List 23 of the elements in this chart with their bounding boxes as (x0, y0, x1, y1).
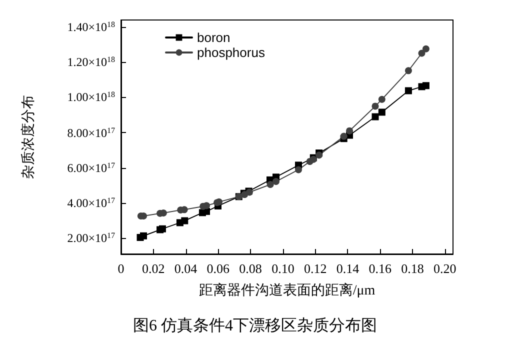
y-tick-label: 1.00×10$^{18}$ (67, 90, 115, 104)
text: 图6 仿真条件4下漂移区杂质分布图 (133, 316, 377, 334)
x-tick-label: 0.18 (401, 261, 424, 276)
x-axis-title: 距离器件沟道表面的距离/μm (198, 282, 376, 298)
legend-label: boron (197, 30, 230, 45)
x-tick-label: 0.08 (239, 261, 262, 276)
y-tick-label: 1.20×10$^{18}$ (67, 55, 115, 70)
x-tick-label: 0 (118, 261, 124, 276)
x-tick-label: 0.02 (142, 261, 165, 276)
y-tick-label: 6.00×10$^{17}$ (67, 160, 115, 175)
legend-label: phosphorus (197, 45, 266, 60)
y-tick-label: 8.00×10$^{17}$ (67, 126, 115, 140)
x-tick-label: 0.10 (272, 261, 294, 276)
x-tick-label: 0.04 (174, 261, 198, 276)
y-tick-label: 1.40×10$^{18}$ (67, 20, 115, 34)
y-tick-label: 2.00×10$^{17}$ (67, 231, 115, 246)
y-axis-title: 杂质浓度分布 (20, 95, 36, 179)
x-tick-label: 0.06 (206, 261, 230, 276)
x-tick-label: 0.14 (336, 261, 360, 276)
y-tick-label: 4.00×10$^{17}$ (67, 196, 115, 210)
x-tick-label: 0.12 (304, 261, 327, 276)
x-tick-label: 0.20 (434, 261, 456, 276)
x-tick-label: 0.16 (368, 261, 392, 276)
